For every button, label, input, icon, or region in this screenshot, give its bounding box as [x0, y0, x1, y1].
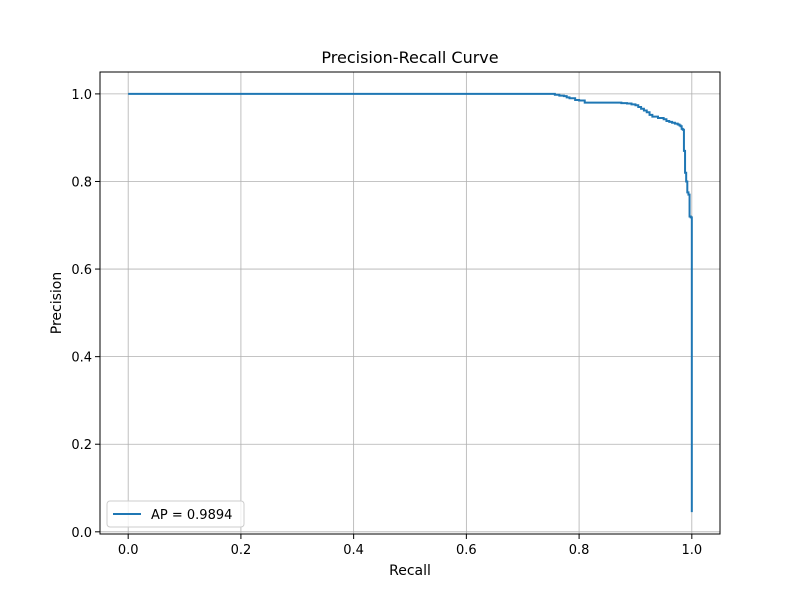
legend-entry-label: AP = 0.9894: [151, 508, 232, 523]
y-tick-label: 0.0: [71, 526, 92, 541]
y-axis-label: Precision: [49, 272, 65, 334]
series-layer: [128, 92, 693, 513]
x-tick-label: 0.0: [118, 543, 139, 558]
y-tick-label: 0.2: [71, 438, 92, 453]
plot-frame: [99, 71, 721, 535]
x-axis-label: Recall: [389, 563, 431, 579]
chart-title: Precision-Recall Curve: [321, 48, 498, 67]
legend-box: [106, 500, 245, 528]
y-tick-label: 0.6: [71, 263, 92, 278]
y-tick-label: 0.4: [71, 351, 92, 366]
y-tick-label: 0.8: [71, 175, 92, 190]
series-line-0: [128, 92, 693, 513]
tick-layer: 0.0 0.2 0.4 0.6 0.8 1.0 0.0 0.2 0.4 0.6 0.8 1.0: [71, 88, 702, 558]
y-tick-label: 1.0: [71, 88, 92, 103]
legend: AP = 0.9894: [106, 500, 245, 528]
x-tick-label: 0.4: [343, 543, 364, 558]
x-tick-label: 0.2: [231, 543, 252, 558]
x-tick-label: 0.6: [456, 543, 477, 558]
grid-lines: [100, 72, 720, 534]
x-tick-label: 1.0: [681, 543, 702, 558]
x-tick-label: 0.8: [569, 543, 590, 558]
